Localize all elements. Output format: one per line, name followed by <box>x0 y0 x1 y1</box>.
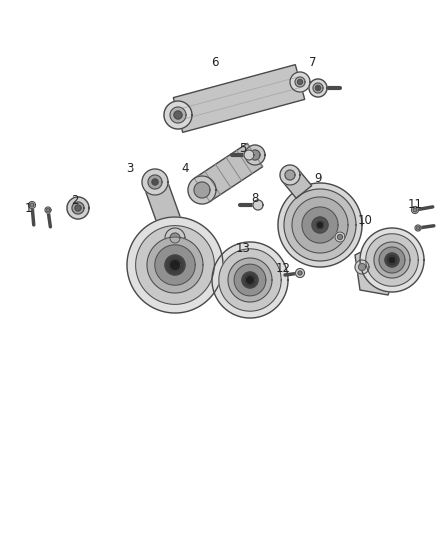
Polygon shape <box>379 247 405 273</box>
Polygon shape <box>413 208 417 212</box>
Polygon shape <box>295 77 305 87</box>
Polygon shape <box>374 242 410 278</box>
Text: 7: 7 <box>309 55 317 69</box>
Polygon shape <box>212 242 288 318</box>
Polygon shape <box>355 240 400 295</box>
Polygon shape <box>170 260 180 271</box>
Polygon shape <box>234 264 266 296</box>
Polygon shape <box>313 83 323 93</box>
Polygon shape <box>165 228 185 248</box>
Polygon shape <box>228 258 272 302</box>
Polygon shape <box>244 150 254 160</box>
Polygon shape <box>75 205 81 211</box>
Text: 3: 3 <box>126 161 134 174</box>
Polygon shape <box>170 107 186 123</box>
Polygon shape <box>174 111 182 119</box>
Polygon shape <box>188 176 216 204</box>
Polygon shape <box>415 225 421 231</box>
Polygon shape <box>142 169 168 195</box>
Text: 8: 8 <box>251 191 259 205</box>
Polygon shape <box>170 233 180 243</box>
Polygon shape <box>278 183 362 267</box>
Polygon shape <box>136 225 214 304</box>
Polygon shape <box>246 276 254 285</box>
Polygon shape <box>335 232 345 242</box>
Polygon shape <box>296 269 304 278</box>
Polygon shape <box>338 235 343 239</box>
Polygon shape <box>317 222 324 229</box>
Polygon shape <box>72 202 84 214</box>
Polygon shape <box>358 263 365 271</box>
Text: 4: 4 <box>181 161 189 174</box>
Polygon shape <box>127 217 223 313</box>
Text: 1: 1 <box>24 201 32 214</box>
Polygon shape <box>148 175 162 189</box>
Polygon shape <box>147 237 203 293</box>
Polygon shape <box>284 189 356 261</box>
Text: 9: 9 <box>314 172 322 184</box>
Text: 10: 10 <box>357 214 372 227</box>
Polygon shape <box>366 234 418 286</box>
Polygon shape <box>164 101 192 129</box>
Polygon shape <box>417 227 420 230</box>
Polygon shape <box>152 179 158 185</box>
Polygon shape <box>388 256 396 264</box>
Polygon shape <box>46 208 49 212</box>
Polygon shape <box>285 170 295 180</box>
Polygon shape <box>315 85 321 91</box>
Text: 2: 2 <box>71 193 79 206</box>
Polygon shape <box>412 206 418 214</box>
Text: 5: 5 <box>239 141 247 155</box>
Polygon shape <box>302 207 338 243</box>
Polygon shape <box>282 168 312 198</box>
Polygon shape <box>290 72 310 92</box>
Polygon shape <box>194 182 210 198</box>
Polygon shape <box>144 178 186 242</box>
Polygon shape <box>245 145 265 165</box>
Polygon shape <box>292 197 348 253</box>
Polygon shape <box>155 245 195 285</box>
Polygon shape <box>219 249 281 311</box>
Polygon shape <box>45 207 51 213</box>
Polygon shape <box>250 150 260 160</box>
Polygon shape <box>309 79 327 97</box>
Text: 11: 11 <box>407 198 423 212</box>
Text: 6: 6 <box>211 55 219 69</box>
Polygon shape <box>355 260 369 274</box>
Polygon shape <box>242 272 258 288</box>
Polygon shape <box>253 200 263 210</box>
Polygon shape <box>173 64 305 132</box>
Text: 12: 12 <box>276 262 290 274</box>
Polygon shape <box>360 228 424 292</box>
Polygon shape <box>280 165 300 185</box>
Polygon shape <box>28 201 35 208</box>
Polygon shape <box>297 79 303 85</box>
Polygon shape <box>165 255 185 275</box>
Polygon shape <box>30 203 34 207</box>
Polygon shape <box>312 217 328 233</box>
Polygon shape <box>298 271 302 275</box>
Text: 13: 13 <box>236 241 251 254</box>
Polygon shape <box>194 143 263 201</box>
Polygon shape <box>67 197 89 219</box>
Polygon shape <box>385 253 399 267</box>
